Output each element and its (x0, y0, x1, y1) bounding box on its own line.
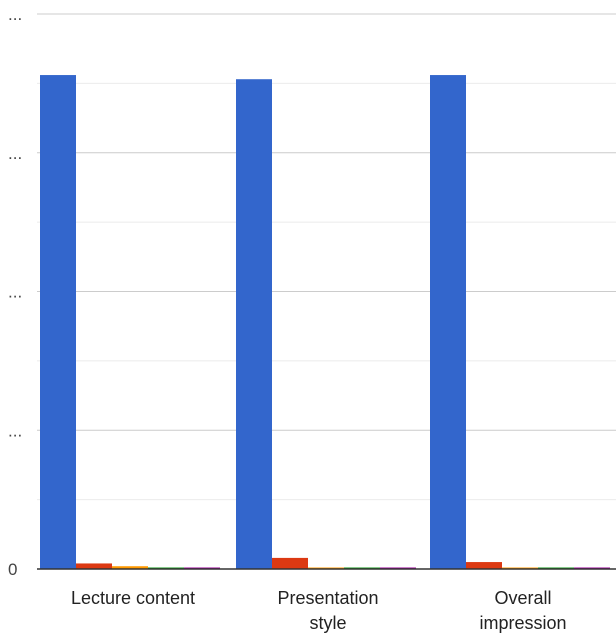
bar (40, 75, 76, 570)
y-tick-label: ... (8, 144, 22, 163)
bar (272, 557, 308, 569)
bar (76, 563, 112, 569)
y-axis-tick-labels: 0............ (8, 5, 22, 579)
y-tick-label: ... (8, 421, 22, 440)
x-category-label: Lecture content (71, 588, 195, 608)
y-tick-label: ... (8, 5, 22, 24)
bar (430, 75, 466, 570)
x-axis-category-labels: Lecture content Presentation style Overall i… (71, 588, 567, 633)
bar (236, 79, 272, 570)
bars (40, 75, 610, 570)
bar (112, 566, 148, 569)
x-category-label: Overall impression (479, 588, 566, 633)
x-category-label: Presentation style (277, 588, 378, 633)
gridlines (37, 13, 616, 501)
y-tick-label: 0 (8, 560, 17, 579)
y-tick-label: ... (8, 283, 22, 302)
bar (466, 562, 502, 569)
